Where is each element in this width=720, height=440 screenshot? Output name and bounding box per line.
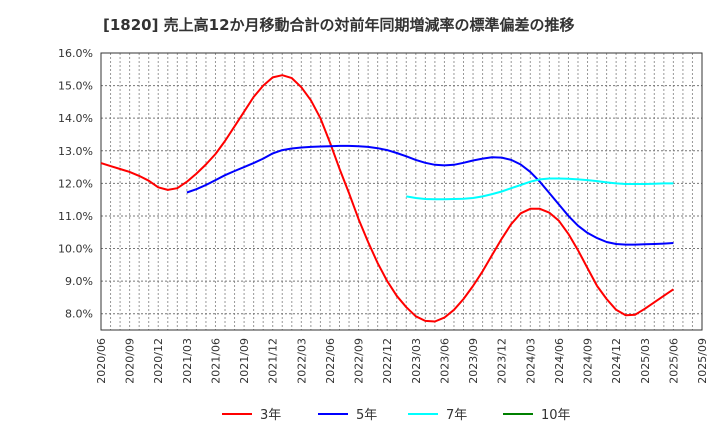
x-tick-label: 2020/12 bbox=[152, 338, 165, 384]
y-tick-label: 8.0% bbox=[65, 308, 93, 321]
x-tick-label: 2023/12 bbox=[496, 338, 509, 384]
series-line-7年 bbox=[406, 177, 674, 201]
x-tick-label: 2023/06 bbox=[438, 338, 451, 384]
x-tick-label: 2024/06 bbox=[553, 338, 566, 384]
x-tick-label: 2021/12 bbox=[267, 338, 280, 384]
x-tick-label: 2021/06 bbox=[209, 338, 222, 384]
y-tick-label: 14.0% bbox=[58, 112, 93, 125]
y-tick-label: 11.0% bbox=[58, 210, 93, 223]
x-tick-label: 2024/09 bbox=[582, 338, 595, 384]
y-tick-label: 10.0% bbox=[58, 243, 93, 256]
x-tick-label: 2022/03 bbox=[295, 338, 308, 384]
x-tick-label: 2024/12 bbox=[610, 338, 623, 384]
x-tick-label: 2020/09 bbox=[124, 338, 137, 384]
x-tick-label: 2021/03 bbox=[181, 338, 194, 384]
y-tick-label: 15.0% bbox=[58, 80, 93, 93]
x-tick-label: 2022/09 bbox=[353, 338, 366, 384]
x-tick-label: 2025/03 bbox=[639, 338, 652, 384]
x-tick-label: 2025/06 bbox=[667, 338, 680, 384]
legend-label: 10年 bbox=[541, 408, 571, 423]
y-tick-label: 16.0% bbox=[58, 47, 93, 60]
legend-label: 7年 bbox=[446, 408, 467, 423]
y-tick-label: 9.0% bbox=[65, 275, 93, 288]
x-tick-label: 2024/03 bbox=[524, 338, 537, 384]
legend-label: 3年 bbox=[260, 408, 281, 423]
y-tick-label: 13.0% bbox=[58, 145, 93, 158]
x-tick-label: 2022/06 bbox=[324, 338, 337, 384]
y-tick-label: 12.0% bbox=[58, 177, 93, 190]
legend-label: 5年 bbox=[356, 408, 377, 423]
x-tick-label: 2020/06 bbox=[95, 338, 108, 384]
chart-title: [1820] 売上高12か月移動合計の対前年同期増減率の標準偏差の推移 bbox=[103, 16, 575, 34]
series-line-3年 bbox=[100, 74, 674, 323]
x-tick-label: 2025/09 bbox=[696, 338, 709, 384]
x-tick-label: 2023/09 bbox=[467, 338, 480, 384]
x-tick-label: 2022/12 bbox=[381, 338, 394, 384]
series-line-5年 bbox=[186, 144, 674, 246]
plot-frame bbox=[100, 52, 703, 331]
x-tick-label: 2021/09 bbox=[238, 338, 251, 384]
x-tick-label: 2023/03 bbox=[410, 338, 423, 384]
